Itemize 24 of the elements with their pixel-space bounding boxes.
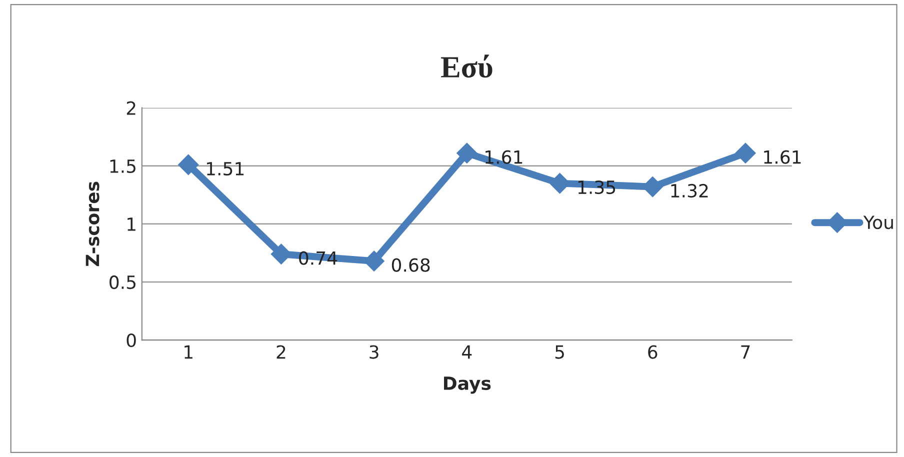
x-tick-label: 2 (276, 345, 286, 359)
x-tick-label: 4 (462, 345, 472, 359)
y-tick-label: 1.5 (110, 160, 136, 174)
point (735, 142, 756, 164)
x-tick-label: 3 (370, 345, 378, 359)
data-label: 1.61 (486, 150, 522, 164)
y-tick-label: 0 (126, 333, 136, 348)
point (178, 154, 199, 176)
data-label: 1.32 (671, 184, 708, 198)
y-axis-title: Z-scores (86, 182, 100, 266)
data-label: 1.51 (207, 162, 244, 176)
y-tick-label: 1 (128, 218, 136, 231)
point (456, 142, 478, 164)
x-tick-label: 5 (555, 345, 564, 359)
x-tick-label: 7 (741, 345, 750, 359)
legend-label: You (863, 216, 893, 230)
x-tick-label: 6 (648, 345, 658, 359)
chart-title: Εσύ (441, 54, 492, 78)
y-tick-label: 2 (126, 101, 136, 115)
y-tick-label: 0.5 (110, 275, 136, 290)
x-axis-title: Days (444, 376, 491, 394)
x-tick-label: 1 (184, 345, 192, 359)
data-label: 0.68 (392, 258, 430, 272)
data-label: 1.61 (764, 150, 801, 164)
